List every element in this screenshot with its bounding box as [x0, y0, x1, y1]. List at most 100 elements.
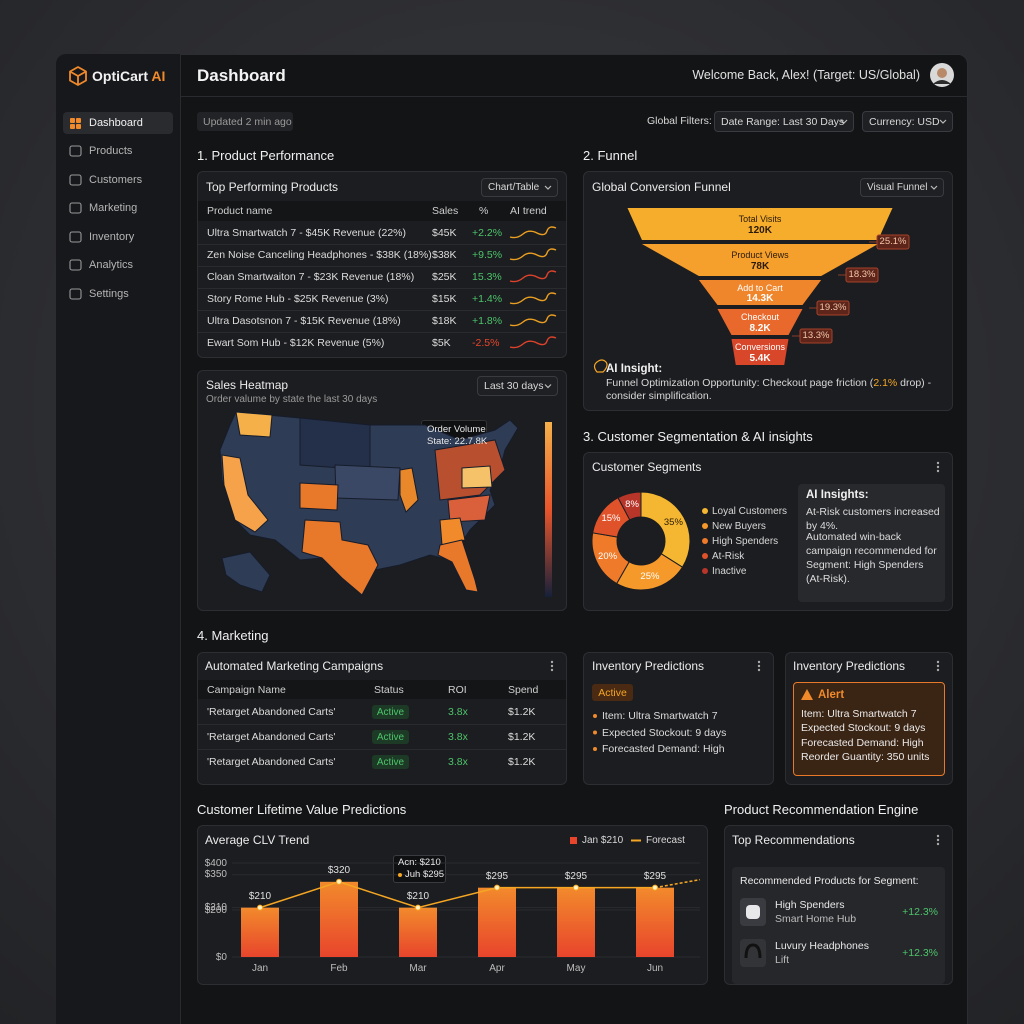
nav-label: Products [89, 145, 133, 157]
warning-icon [801, 689, 813, 700]
stage-value: 5.4K [749, 352, 771, 364]
stage-name: Checkout [740, 312, 780, 322]
box-subtitle: Recommended Products for Segment: [740, 875, 919, 887]
nav-label: Dashboard [89, 117, 143, 129]
map-state [461, 465, 493, 489]
insights-line: Automated win-back campaign recommended … [806, 531, 937, 585]
forecast-point [494, 884, 500, 891]
currency-dropdown[interactable] [862, 111, 953, 132]
stage-value: 8.2K [749, 322, 771, 334]
range-dropdown[interactable] [477, 376, 558, 396]
forecast-extension [654, 878, 701, 889]
bulb-icon [593, 359, 608, 373]
bar [399, 907, 437, 957]
legend-dot [702, 568, 708, 574]
trend-sparkline [509, 248, 557, 261]
product-sales: $25K [432, 271, 457, 283]
legend-dot [702, 523, 708, 529]
legend-swatch [570, 837, 577, 844]
tooltip-label: Order Volume [427, 424, 486, 435]
campaign-status: Active [376, 731, 405, 743]
funnel-stage [698, 280, 822, 305]
forecast-point [415, 904, 421, 911]
column-header: Campaign Name [207, 683, 286, 696]
insights-line: At-Risk customers increased by 4%. [806, 506, 940, 532]
funnel-stage [731, 339, 789, 365]
nav-label: Analytics [89, 259, 134, 271]
color-scale [545, 422, 552, 597]
product-name: Story Rome Hub - $25K Revenue (3%) [207, 293, 389, 305]
range-dropdown-label: Last 30 days [484, 380, 544, 392]
product-name: Ultra Dasotsnon 7 - $15K Revenue (18%) [207, 315, 401, 327]
map-region [299, 417, 371, 471]
card-title: Average CLV Trend [205, 833, 310, 847]
donut-segment [640, 491, 691, 568]
alert-item: Item: Ultra Smartwatch 7 [801, 708, 917, 720]
map-state [399, 467, 419, 513]
bullet [593, 714, 597, 718]
menu-icon [936, 660, 940, 664]
campaign-status: Active [376, 706, 405, 718]
bar-value-label: $295 [485, 871, 509, 883]
section-title: 3. Customer Segmentation & AI insights [583, 428, 813, 444]
nav-icon [69, 288, 82, 300]
chevron-icon [544, 384, 552, 389]
bar [478, 887, 516, 957]
trend-sparkline [509, 270, 557, 283]
view-dropdown[interactable] [481, 178, 558, 197]
section-title: 1. Product Performance [197, 147, 335, 163]
menu-icon [936, 469, 940, 473]
drop-label: 18.3% [848, 269, 876, 280]
inventory-item: Item: Ultra Smartwatch 7 [602, 710, 718, 722]
menu-icon [936, 842, 940, 846]
product-uplift: +12.3% [902, 947, 938, 959]
drop-label: 25.1% [879, 236, 907, 247]
campaign-name: 'Retarget Abandoned Carts' [207, 731, 336, 743]
menu-icon [936, 668, 940, 672]
card-title: Customer Segments [592, 460, 702, 474]
forecast-point [257, 904, 263, 911]
campaign-roi: 3.8x [448, 756, 468, 768]
date-range-dropdown-label: Date Range: Last 30 Days [721, 115, 845, 128]
product-change: +2.2% [472, 227, 503, 239]
drop-badge [876, 234, 910, 250]
row-divider [198, 288, 566, 289]
forecast-line [259, 881, 655, 909]
alert-box [793, 682, 945, 776]
section-title: Product Recommendation Engine [724, 801, 919, 817]
card-subtitle: Order valume by state the last 30 days [206, 393, 378, 405]
avatar-body [933, 80, 951, 84]
nav-icon [69, 202, 82, 214]
nav-item-active[interactable] [63, 112, 173, 134]
column-header: Spend [508, 683, 539, 696]
product-name: Ewart Som Hub - $12K Revenue (5%) [207, 337, 385, 349]
funnel-dropdown[interactable] [860, 178, 944, 197]
forecast-point [336, 878, 342, 885]
nav-label: Customers [89, 174, 143, 186]
y-tick-label: $210 [204, 902, 227, 914]
date-range-dropdown[interactable] [714, 111, 854, 132]
page-title: Dashboard [197, 66, 286, 85]
map-state [299, 482, 339, 511]
y-tick-label: $0 [215, 951, 227, 963]
product-name: Ultra Smartwatch 7 - $45K Revenue (22%) [207, 227, 407, 239]
nav-label: Inventory [89, 231, 135, 243]
clv-card [197, 825, 708, 985]
currency-dropdown-label: Currency: USD [869, 115, 940, 128]
product-sales: $38K [432, 249, 457, 261]
product-name: Zen Noise Canceling Headphones - $38K (1… [207, 249, 432, 261]
product-name: Luvury Headphones [775, 940, 869, 952]
product-detail: Lift [775, 954, 790, 966]
map-state [301, 519, 379, 596]
product-change: -2.5% [472, 337, 500, 349]
product-change: +1.4% [472, 293, 503, 305]
status-pill [372, 705, 409, 719]
legend-label: Inactive [712, 565, 747, 577]
forecast-point [652, 884, 658, 891]
x-tick-label: Feb [330, 962, 348, 974]
insight-text: Funnel Optimization Opportunity: Checkou… [606, 377, 941, 403]
campaign-spend: $1.2K [508, 756, 536, 768]
drop-badge [816, 300, 850, 316]
y-tick-label: $350 [204, 869, 227, 881]
